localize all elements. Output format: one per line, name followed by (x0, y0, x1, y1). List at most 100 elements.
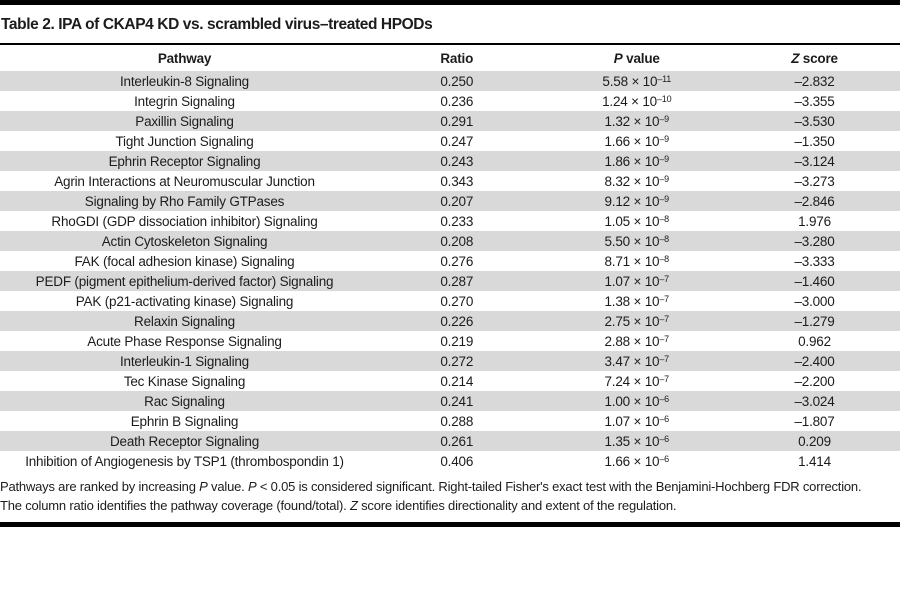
p-value-cell: 7.24 × 10–7 (604, 373, 669, 389)
table-row: Paxillin Signaling 0.291 1.32 × 10–9 –3.530 (0, 111, 900, 131)
column-header: Pathway (157, 50, 212, 66)
table-row: RhoGDI (GDP dissociation inhibitor) Sign… (0, 211, 900, 231)
pathway-cell: Agrin Interactions at Neuromuscular Junc… (54, 173, 315, 189)
p-value-cell: 1.86 × 10–9 (604, 153, 669, 169)
top-rule (0, 0, 900, 5)
table-row: Tight Junction Signaling 0.247 1.66 × 10–9… (0, 131, 900, 151)
ratio-cell: 0.288 (440, 413, 474, 429)
z-score-cell: –3.273 (794, 173, 835, 189)
pathway-cell: Acute Phase Response Signaling (87, 333, 282, 349)
pathway-cell: Inhibition of Angiogenesis by TSP1 (thro… (25, 453, 344, 469)
p-value-cell: 8.32 × 10–9 (604, 173, 669, 189)
ratio-cell: 0.272 (440, 353, 474, 369)
z-score-cell: 0.209 (798, 433, 831, 449)
ratio-cell: 0.214 (440, 373, 474, 389)
column-header: Z score (791, 50, 838, 66)
table-row: Agrin Interactions at Neuromuscular Junc… (0, 171, 900, 191)
column-header: Ratio (440, 50, 474, 66)
z-score-cell: –3.124 (794, 153, 835, 169)
z-score-cell: –3.024 (794, 393, 835, 409)
ratio-cell: 0.233 (440, 213, 474, 229)
z-score-cell: –2.400 (794, 353, 835, 369)
z-score-cell: –3.000 (794, 293, 835, 309)
table-row: Integrin Signaling 0.236 1.24 × 10–10 –3.35… (0, 91, 900, 111)
ratio-cell: 0.291 (440, 113, 474, 129)
p-value-cell: 2.75 × 10–7 (604, 313, 669, 329)
table-row: Ephrin B Signaling 0.288 1.07 × 10–6 –1.807 (0, 411, 900, 431)
pathway-cell: Paxillin Signaling (135, 113, 234, 129)
p-value-cell: 3.47 × 10–7 (604, 353, 669, 369)
table-row: Ephrin Receptor Signaling 0.243 1.86 × 10–… (0, 151, 900, 171)
table-row: Death Receptor Signaling 0.261 1.35 × 10–6… (0, 431, 900, 451)
p-value-cell: 1.66 × 10–9 (604, 133, 669, 149)
footnote-line: Pathways are ranked by increasing P valu… (0, 479, 862, 494)
z-score-cell: –3.530 (794, 113, 835, 129)
pathway-cell: RhoGDI (GDP dissociation inhibitor) Sign… (51, 213, 318, 229)
ratio-cell: 0.247 (440, 133, 474, 149)
pathway-cell: Tight Junction Signaling (115, 133, 254, 149)
ratio-cell: 0.241 (440, 393, 474, 409)
pathway-cell: Integrin Signaling (134, 93, 235, 109)
title-rule (0, 43, 900, 45)
table-row: Rac Signaling 0.241 1.00 × 10–6 –3.024 (0, 391, 900, 411)
p-value-cell: 1.38 × 10–7 (604, 293, 669, 309)
p-value-cell: 9.12 × 10–9 (604, 193, 669, 209)
pathway-cell: Signaling by Rho Family GTPases (84, 193, 285, 209)
ratio-cell: 0.250 (440, 73, 474, 89)
z-score-cell: –3.355 (794, 93, 835, 109)
table-row: Actin Cytoskeleton Signaling 0.208 5.50 × … (0, 231, 900, 251)
p-value-cell: 1.00 × 10–6 (604, 393, 669, 409)
z-score-cell: 0.962 (798, 333, 831, 349)
z-score-cell: –1.807 (794, 413, 835, 429)
z-score-cell: –2.200 (794, 373, 835, 389)
pathway-cell: FAK (focal adhesion kinase) Signaling (74, 253, 295, 269)
table-row: Inhibition of Angiogenesis by TSP1 (thro… (0, 451, 900, 471)
ratio-cell: 0.226 (440, 313, 474, 329)
p-value-cell: 1.07 × 10–7 (604, 273, 669, 289)
p-value-cell: 1.24 × 10–10 (602, 93, 672, 109)
footnote-line: The column ratio identifies the pathway … (0, 498, 677, 513)
table-row: Interleukin-1 Signaling 0.272 3.47 × 10–7 –… (0, 351, 900, 371)
table-row: PAK (p21-activating kinase) Signaling 0.2… (0, 291, 900, 311)
column-header: P value (613, 50, 660, 66)
pathway-cell: Relaxin Signaling (134, 313, 235, 329)
ratio-cell: 0.236 (440, 93, 474, 109)
z-score-cell: –2.832 (794, 73, 835, 89)
p-value-cell: 2.88 × 10–7 (604, 333, 669, 349)
pathway-cell: Ephrin Receptor Signaling (108, 153, 261, 169)
ratio-cell: 0.343 (440, 173, 474, 189)
table-row: Relaxin Signaling 0.226 2.75 × 10–7 –1.279 (0, 311, 900, 331)
pathway-cell: Tec Kinase Signaling (123, 373, 246, 389)
ratio-cell: 0.276 (440, 253, 474, 269)
z-score-cell: –1.350 (794, 133, 835, 149)
p-value-cell: 1.05 × 10–8 (604, 213, 669, 229)
pathway-cell: Interleukin-8 Signaling (120, 73, 249, 89)
p-value-cell: 8.71 × 10–8 (604, 253, 669, 269)
p-value-cell: 5.58 × 10–11 (602, 73, 672, 89)
ipa-data-table: Pathway Ratio P value Z score Interleukin-8… (0, 45, 900, 471)
bottom-rule (0, 522, 900, 527)
z-score-cell: –3.280 (794, 233, 835, 249)
ratio-cell: 0.219 (440, 333, 474, 349)
ratio-cell: 0.208 (440, 233, 474, 249)
p-value-cell: 1.66 × 10–6 (604, 453, 669, 469)
table-row: Tec Kinase Signaling 0.214 7.24 × 10–7 –2.2… (0, 371, 900, 391)
p-value-cell: 1.35 × 10–6 (604, 433, 669, 449)
pathway-cell: Interleukin-1 Signaling (120, 353, 249, 369)
table-row: FAK (focal adhesion kinase) Signaling 0.2… (0, 251, 900, 271)
ratio-cell: 0.261 (440, 433, 474, 449)
z-score-cell: –1.460 (794, 273, 835, 289)
pathway-cell: Ephrin B Signaling (130, 413, 239, 429)
p-value-cell: 1.07 × 10–6 (604, 413, 669, 429)
table-row: PEDF (pigment epithelium-derived factor)… (0, 271, 900, 291)
ratio-cell: 0.243 (440, 153, 474, 169)
ratio-cell: 0.207 (440, 193, 474, 209)
z-score-cell: –3.333 (794, 253, 835, 269)
z-score-cell: –1.279 (794, 313, 835, 329)
ratio-cell: 0.287 (440, 273, 474, 289)
pathway-cell: Actin Cytoskeleton Signaling (101, 233, 268, 249)
z-score-cell: –2.846 (794, 193, 835, 209)
pathway-cell: PAK (p21-activating kinase) Signaling (75, 293, 294, 309)
footnotes: Pathways are ranked by increasing P valu… (0, 477, 900, 515)
table-row: Interleukin-8 Signaling 0.250 5.58 × 10–11… (0, 71, 900, 91)
